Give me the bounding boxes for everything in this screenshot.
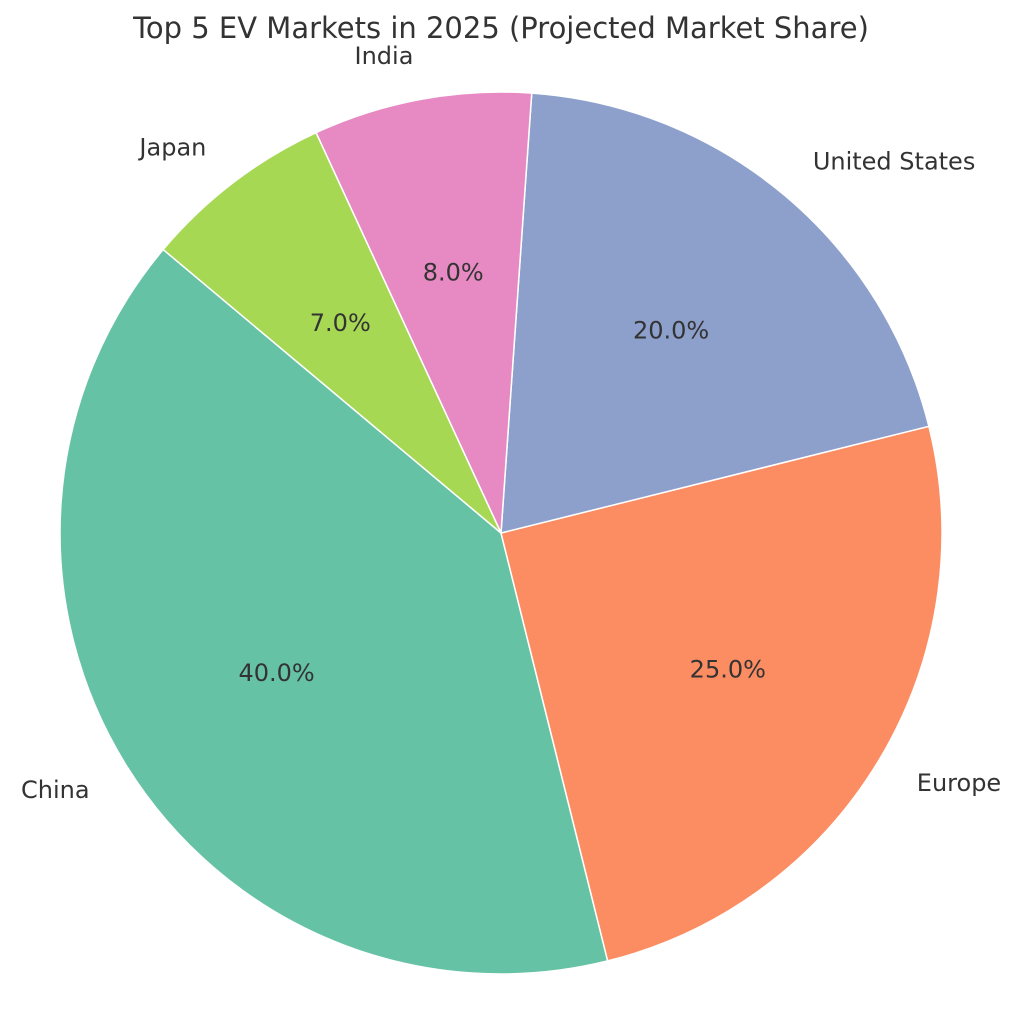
label-japan: Japan [137, 134, 206, 162]
pie-slices [59, 91, 943, 975]
slice-europe [500, 425, 943, 962]
percent-united-states: 20.0% [633, 316, 709, 344]
percent-japan: 7.0% [310, 309, 371, 337]
label-europe: Europe [917, 769, 1001, 797]
slice-china [59, 248, 609, 975]
slice-japan [162, 131, 502, 534]
pie-labels: China 40.0% Europe 25.0% United States 20.0% I… [21, 42, 1001, 804]
percent-india: 8.0% [423, 259, 484, 287]
label-india: India [355, 42, 414, 70]
label-united-states: United States [813, 147, 976, 175]
slice-india [315, 91, 533, 534]
label-china: China [21, 776, 90, 804]
percent-china: 40.0% [238, 659, 314, 687]
slice-united-states [500, 92, 930, 534]
chart-title: Top 5 EV Markets in 2025 (Projected Mark… [132, 11, 869, 45]
percent-europe: 25.0% [690, 655, 766, 683]
